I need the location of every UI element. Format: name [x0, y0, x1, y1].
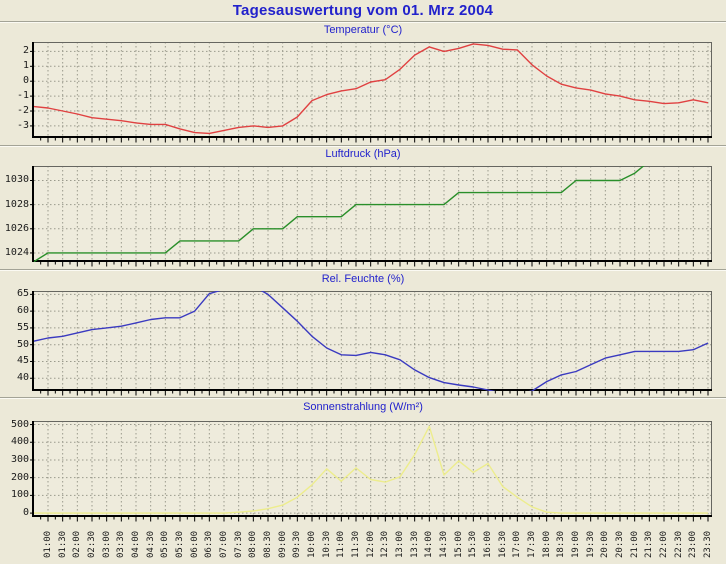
y-tick-label: 1 — [22, 60, 29, 72]
section-divider-3 — [0, 397, 726, 399]
x-tick-label: 13:30 — [409, 530, 420, 558]
rel.-line — [34, 291, 709, 391]
chart-canvas — [30, 421, 712, 522]
x-tick-label: 02:30 — [86, 530, 97, 558]
y-tick-label: 400 — [10, 436, 29, 448]
x-tick-label: 11:30 — [350, 530, 361, 558]
x-tick-label: 23:30 — [702, 530, 713, 558]
x-tick-label: 21:00 — [629, 530, 640, 558]
y-tick-label: -2 — [16, 105, 29, 117]
y-tick-label: 300 — [10, 453, 29, 465]
x-tick-label: 07:00 — [218, 530, 229, 558]
chart-title-feuchte: Rel. Feuchte (%) — [321, 273, 405, 285]
x-tick-label: 12:30 — [380, 530, 391, 558]
x-tick-label: 05:30 — [174, 530, 185, 558]
luftdruck-chart: 1030 1028 1026 1024 — [5, 166, 712, 267]
x-tick-label: 21:30 — [644, 530, 655, 558]
x-tick-label: 15:30 — [468, 530, 479, 558]
y-tick-label: 1028 — [4, 198, 29, 210]
section-divider-2 — [0, 269, 726, 271]
y-tick-label: 1026 — [4, 222, 29, 234]
y-tick-label: 60 — [16, 305, 29, 317]
x-tick-label: 20:30 — [614, 530, 625, 558]
y-tick-label: 50 — [16, 338, 29, 350]
y-tick-label: 500 — [10, 418, 29, 430]
x-tick-label: 03:00 — [101, 530, 112, 558]
chart-title-temperatur: Temperatur (°C) — [323, 24, 403, 36]
temperatur-chart: 2 1 0 -1 -2 -3 — [17, 42, 712, 143]
x-tick-label: 16:00 — [482, 530, 493, 558]
x-tick-label: 17:00 — [512, 530, 523, 558]
sonnenstrahlung-line — [34, 425, 708, 514]
y-tick-label: 1024 — [4, 246, 29, 258]
x-tick-label: 07:30 — [233, 530, 244, 558]
x-tick-label: 22:30 — [673, 530, 684, 558]
page-title: Tagesauswertung vom 01. Mrz 2004 — [232, 2, 494, 19]
y-tick-label: 55 — [16, 321, 29, 333]
x-tick-label: 23:00 — [688, 530, 699, 558]
x-tick-label: 11:00 — [336, 530, 347, 558]
x-tick-label: 09:30 — [292, 530, 303, 558]
section-divider-1 — [0, 145, 726, 147]
y-tick-label: -1 — [16, 90, 29, 102]
y-tick-label: 0 — [22, 507, 29, 519]
x-tick-label: 12:00 — [365, 530, 376, 558]
x-tick-label: 04:00 — [130, 530, 141, 558]
chart-title-sonnenstrahlung: Sonnenstrahlung (W/m²) — [303, 401, 423, 413]
y-tick-label: 100 — [10, 489, 29, 501]
header-divider — [0, 21, 726, 23]
x-tick-label: 22:00 — [658, 530, 669, 558]
x-tick-label: 18:30 — [556, 530, 567, 558]
x-tick-label: 18:00 — [541, 530, 552, 558]
luftdruck-line — [34, 166, 645, 262]
x-tick-label: 01:30 — [57, 530, 68, 558]
chart-canvas — [30, 291, 712, 396]
x-tick-label: 10:30 — [321, 530, 332, 558]
x-tick-label: 05:00 — [160, 530, 171, 558]
x-tick-label: 10:00 — [306, 530, 317, 558]
x-tick-label: 14:30 — [438, 530, 449, 558]
x-tick-label: 06:00 — [189, 530, 200, 558]
y-tick-label: -3 — [16, 119, 29, 131]
y-tick-label: 200 — [10, 471, 29, 483]
sonnenstrahlung-chart: 500 400 300 200 100 0 — [11, 419, 712, 522]
x-tick-label: 19:00 — [570, 530, 581, 558]
x-tick-label: 06:30 — [204, 530, 215, 558]
x-tick-label: 09:00 — [277, 530, 288, 558]
y-tick-label: 65 — [16, 288, 29, 300]
chart-title-luftdruck: Luftdruck (hPa) — [325, 148, 401, 160]
x-tick-label: 19:30 — [585, 530, 596, 558]
chart-canvas — [30, 166, 712, 267]
feuchte-chart: 65 60 55 50 45 40 — [17, 289, 712, 396]
x-tick-label: 08:30 — [262, 530, 273, 558]
x-tick-label: 17:30 — [526, 530, 537, 558]
x-tick-label: 08:00 — [248, 530, 259, 558]
x-tick-label: 20:00 — [600, 530, 611, 558]
x-tick-label: 04:30 — [145, 530, 156, 558]
y-tick-label: 40 — [16, 372, 29, 384]
y-tick-label: 0 — [22, 75, 29, 87]
x-tick-label: 16:30 — [497, 530, 508, 558]
x-tick-label: 03:30 — [116, 530, 127, 558]
y-tick-label: 1030 — [4, 174, 29, 186]
x-tick-label: 13:00 — [394, 530, 405, 558]
temperatur-line — [34, 43, 709, 135]
x-tick-label: 02:00 — [72, 530, 83, 558]
y-tick-label: 45 — [16, 355, 29, 367]
chart-canvas — [30, 42, 712, 143]
x-tick-label: 01:00 — [43, 530, 53, 558]
x-tick-label: 15:00 — [453, 530, 464, 558]
x-tick-label: 14:00 — [424, 530, 435, 558]
y-tick-label: 2 — [22, 45, 29, 57]
